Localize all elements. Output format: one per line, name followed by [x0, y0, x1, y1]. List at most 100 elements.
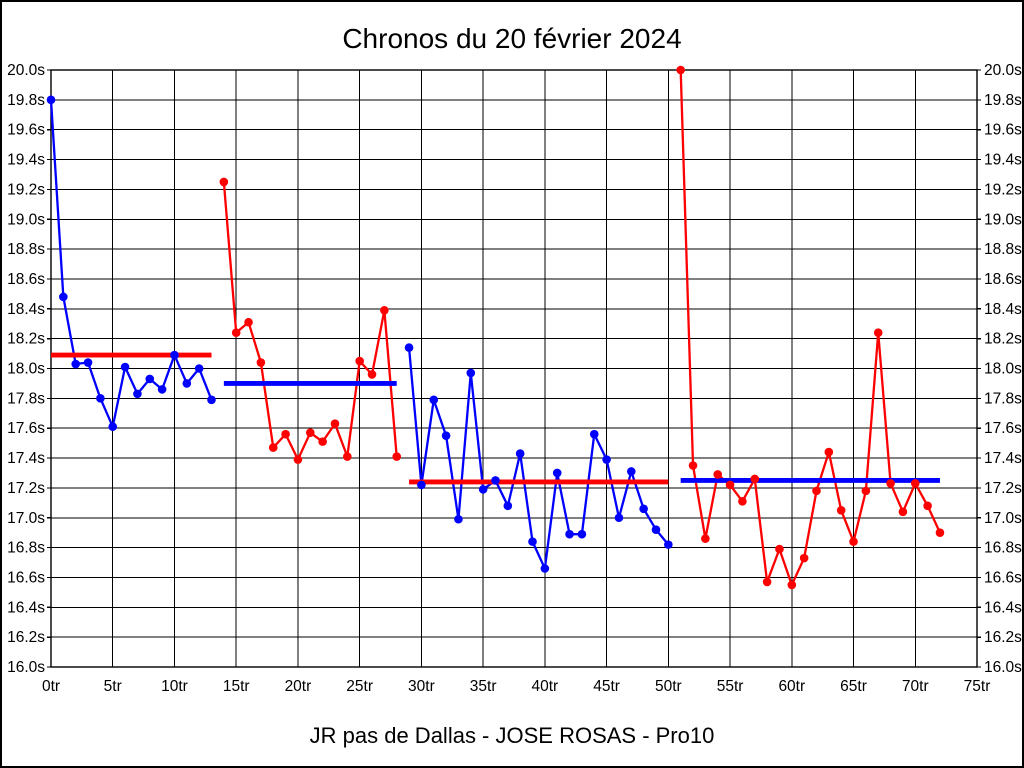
- data-point: [651, 525, 661, 534]
- x-axis-labels: 0tr 5tr 10tr 15tr 20tr 25tr 30tr 35tr 40tr 45tr 50…: [42, 678, 990, 695]
- series-stint-4-red-points: [676, 65, 945, 590]
- data-point: [305, 428, 315, 437]
- data-point: [886, 479, 895, 488]
- y-tick-label-right: 17.4s: [984, 450, 1022, 467]
- data-point: [589, 429, 599, 439]
- y-axis-labels: 16.0s 16.0s 16.2s 16.2s 16.4s 16.4s 16.6s 16.6s…: [7, 62, 1022, 676]
- x-tick-label: 15tr: [223, 678, 250, 695]
- data-point: [355, 356, 364, 366]
- data-point: [762, 577, 772, 587]
- y-tick-label-left: 19.0s: [7, 211, 45, 228]
- y-tick-label-right: 18.0s: [984, 361, 1022, 378]
- y-tick-label-right: 19.0s: [984, 211, 1022, 228]
- y-tick-label-left: 16.4s: [7, 599, 45, 616]
- data-point: [46, 95, 56, 105]
- data-point: [701, 534, 710, 543]
- y-tick-label-left: 20.0s: [7, 62, 45, 79]
- y-tick-label-left: 16.2s: [7, 629, 45, 646]
- data-point: [676, 65, 685, 75]
- data-point: [194, 364, 204, 373]
- data-point: [367, 370, 377, 379]
- y-tick-label-left: 18.6s: [7, 271, 45, 288]
- data-point: [429, 395, 439, 405]
- data-point: [108, 422, 118, 432]
- data-point: [281, 429, 290, 439]
- data-point: [812, 486, 821, 496]
- data-point: [380, 305, 389, 315]
- data-point: [873, 328, 883, 337]
- data-point: [626, 467, 636, 476]
- series-line: [679, 69, 942, 587]
- x-tick-label: 30tr: [408, 678, 435, 695]
- y-tick-label-left: 18.8s: [7, 241, 45, 258]
- data-point: [824, 447, 834, 457]
- y-tick-label-left: 18.0s: [7, 361, 45, 378]
- series-stint-3-blue: [407, 347, 670, 570]
- data-point: [577, 529, 587, 539]
- y-axis-ticks: [47, 69, 981, 668]
- x-tick-label: 25tr: [346, 678, 373, 695]
- data-point: [417, 480, 426, 490]
- y-tick-label-right: 18.4s: [984, 301, 1022, 318]
- y-tick-label-right: 16.6s: [984, 569, 1022, 586]
- y-tick-label-right: 19.6s: [984, 122, 1022, 139]
- data-point: [836, 505, 846, 515]
- y-tick-label-right: 17.2s: [984, 480, 1022, 497]
- data-point: [207, 395, 216, 405]
- data-point: [898, 507, 908, 517]
- gridlines: [51, 70, 977, 667]
- data-point: [688, 461, 698, 470]
- x-tick-label: 40tr: [532, 678, 559, 695]
- y-tick-label-right: 19.4s: [984, 152, 1022, 169]
- x-tick-label: 10tr: [161, 678, 188, 695]
- data-point: [738, 497, 747, 506]
- data-point: [219, 177, 229, 187]
- data-point: [750, 474, 760, 484]
- y-tick-label-right: 18.8s: [984, 241, 1022, 258]
- series-stint-3-blue-points: [404, 343, 673, 573]
- series-line: [407, 347, 670, 570]
- data-point: [441, 431, 451, 440]
- data-point: [639, 504, 648, 514]
- data-point: [182, 379, 192, 388]
- data-point: [392, 452, 402, 461]
- y-tick-label-right: 17.6s: [984, 420, 1022, 437]
- y-tick-label-left: 17.0s: [7, 510, 45, 527]
- y-tick-label-right: 17.8s: [984, 390, 1022, 407]
- x-tick-label: 0tr: [42, 678, 60, 695]
- x-tick-label: 75tr: [964, 678, 991, 695]
- data-point: [775, 544, 784, 554]
- chart-title: Chronos du 20 février 2024: [342, 23, 682, 54]
- y-tick-label-right: 16.4s: [984, 599, 1022, 616]
- y-tick-label-left: 16.6s: [7, 569, 45, 586]
- y-tick-label-right: 19.2s: [984, 181, 1022, 198]
- data-point: [343, 452, 352, 461]
- data-point: [404, 343, 414, 352]
- data-point: [120, 362, 130, 372]
- x-tick-label: 70tr: [902, 678, 929, 695]
- data-point: [59, 292, 68, 302]
- data-point: [552, 468, 562, 478]
- y-tick-label-right: 18.6s: [984, 271, 1022, 288]
- y-tick-label-right: 20.0s: [984, 62, 1022, 79]
- data-point: [725, 480, 735, 490]
- data-point: [799, 553, 809, 563]
- y-tick-label-left: 19.8s: [7, 92, 45, 109]
- x-tick-label: 5tr: [104, 678, 122, 695]
- series-stint-4-red: [679, 69, 942, 587]
- y-tick-label-left: 19.4s: [7, 152, 45, 169]
- series-line: [49, 99, 213, 428]
- y-tick-label-left: 16.8s: [7, 540, 45, 557]
- data-point: [83, 358, 93, 367]
- data-point: [602, 455, 611, 464]
- data-point: [466, 368, 476, 378]
- data-point: [170, 350, 179, 360]
- data-point: [145, 374, 155, 384]
- data-point: [910, 479, 920, 488]
- y-tick-label-right: 16.0s: [984, 659, 1022, 676]
- data-point: [491, 476, 500, 485]
- data-point: [330, 419, 340, 429]
- y-tick-label-left: 17.4s: [7, 450, 45, 467]
